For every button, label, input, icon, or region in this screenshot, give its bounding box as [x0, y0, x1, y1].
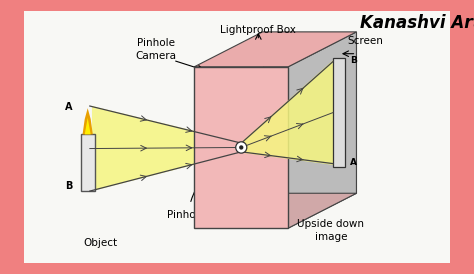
- Polygon shape: [92, 106, 241, 191]
- Text: A: A: [350, 158, 357, 167]
- Polygon shape: [241, 60, 333, 165]
- Polygon shape: [194, 67, 288, 228]
- Text: Object: Object: [83, 238, 118, 249]
- Text: A: A: [65, 102, 73, 112]
- Text: Kanashvi Art: Kanashvi Art: [360, 14, 474, 32]
- Polygon shape: [263, 32, 356, 193]
- Polygon shape: [288, 32, 356, 228]
- Circle shape: [239, 145, 244, 150]
- Polygon shape: [194, 32, 356, 67]
- Polygon shape: [194, 32, 356, 228]
- Text: B: B: [350, 56, 357, 65]
- Polygon shape: [85, 118, 91, 134]
- Text: B: B: [65, 181, 73, 191]
- Text: Screen: Screen: [347, 36, 383, 45]
- Polygon shape: [82, 108, 93, 134]
- Bar: [81, 134, 94, 191]
- Text: Upside down
image: Upside down image: [297, 219, 365, 241]
- Polygon shape: [333, 58, 345, 167]
- Text: Pinhole: Pinhole: [167, 210, 205, 220]
- Text: Pinhole
Camera: Pinhole Camera: [136, 38, 176, 61]
- Text: Lightproof Box: Lightproof Box: [220, 25, 296, 35]
- Circle shape: [236, 142, 247, 153]
- Polygon shape: [194, 193, 356, 228]
